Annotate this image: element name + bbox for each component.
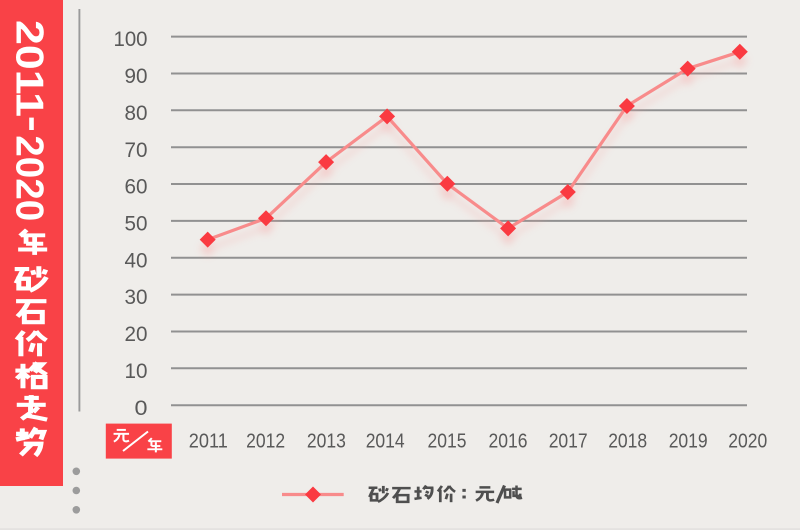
svg-text:10: 10 xyxy=(125,359,148,383)
svg-text:2015: 2015 xyxy=(428,431,467,453)
svg-text:2013: 2013 xyxy=(307,431,346,453)
svg-text:2019: 2019 xyxy=(669,431,708,453)
svg-text:2011: 2011 xyxy=(189,431,228,453)
svg-text:40: 40 xyxy=(125,248,148,272)
svg-text:2020: 2020 xyxy=(8,135,51,221)
svg-text:2017: 2017 xyxy=(549,431,588,453)
svg-text:0: 0 xyxy=(135,396,148,420)
svg-text:2014: 2014 xyxy=(366,431,405,453)
svg-text:50: 50 xyxy=(125,212,148,236)
svg-text:2016: 2016 xyxy=(489,431,528,453)
svg-text:80: 80 xyxy=(125,101,148,125)
svg-text:20: 20 xyxy=(125,322,148,346)
svg-text:30: 30 xyxy=(125,285,148,309)
svg-text:2011: 2011 xyxy=(8,20,51,117)
svg-text:70: 70 xyxy=(125,138,148,162)
svg-text:100: 100 xyxy=(114,27,148,51)
svg-text:2020: 2020 xyxy=(728,431,767,453)
svg-text:2012: 2012 xyxy=(246,431,285,453)
svg-text:90: 90 xyxy=(125,64,148,88)
svg-text:2018: 2018 xyxy=(608,431,647,453)
svg-text:60: 60 xyxy=(125,175,148,199)
